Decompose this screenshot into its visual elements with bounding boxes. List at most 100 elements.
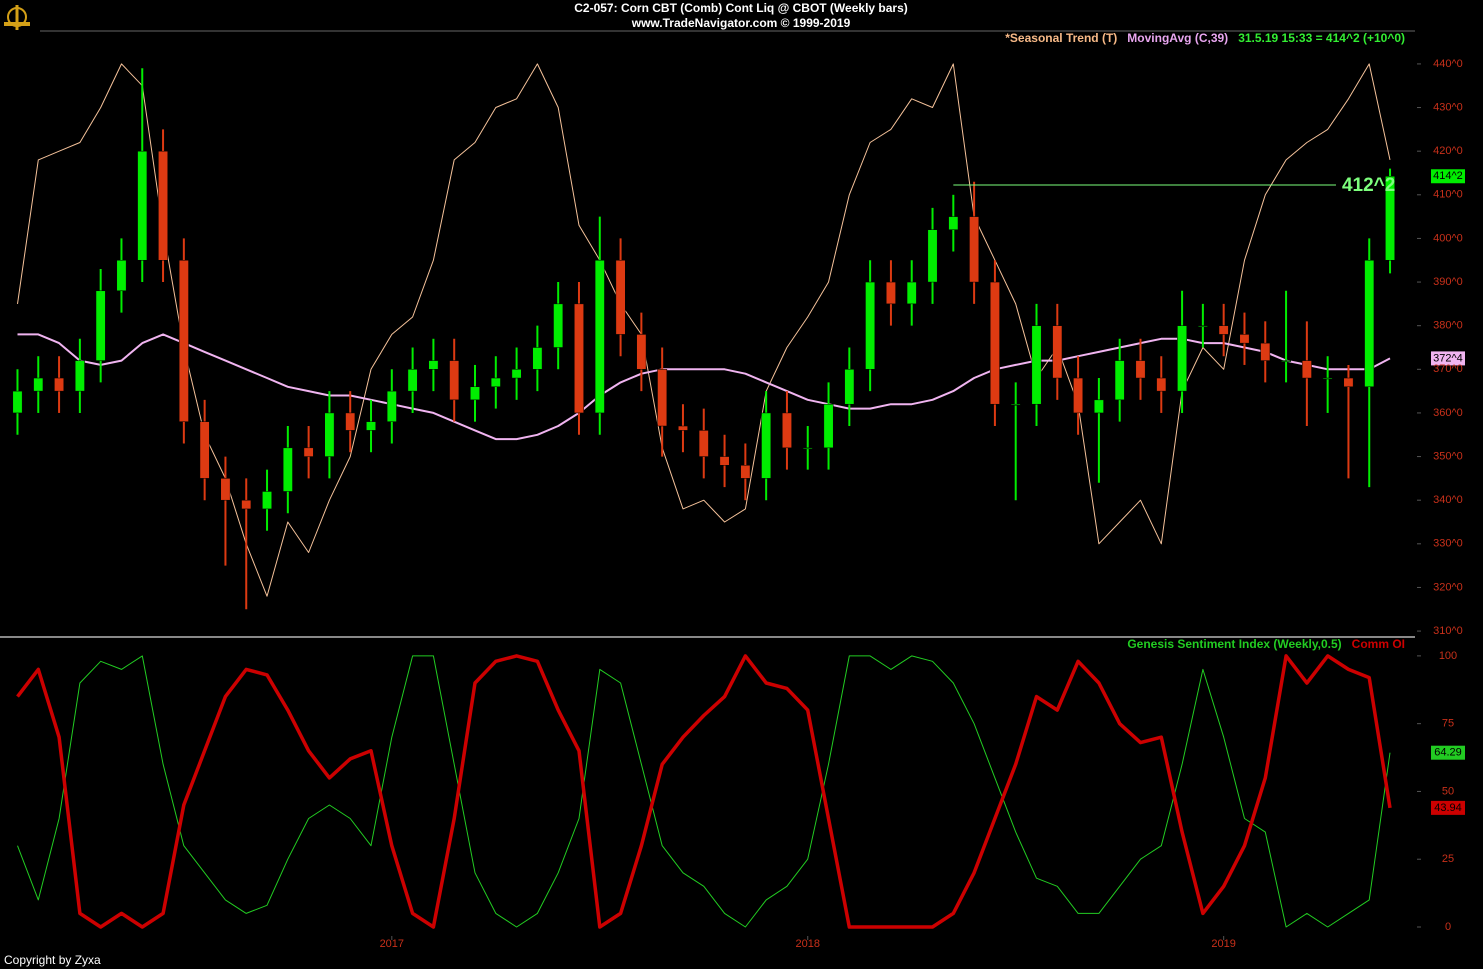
candle-body	[449, 360, 460, 401]
annotation-label: 412^2	[1342, 175, 1395, 196]
y-tick-label: 370^0	[1433, 363, 1463, 375]
x-tick-label: 2019	[1211, 938, 1235, 950]
legend-entry: MovingAvg (C,39)	[1127, 31, 1228, 45]
candle-body	[1239, 334, 1250, 344]
value-label-box	[1431, 800, 1465, 815]
value-label: 64.29	[1434, 747, 1462, 759]
candle-body	[1197, 325, 1208, 327]
candle-body	[532, 347, 543, 370]
candle-body	[1218, 325, 1229, 335]
candle-body	[1281, 360, 1291, 362]
value-label-box	[1431, 169, 1465, 184]
candle-body	[636, 334, 647, 370]
candle-body	[116, 259, 127, 292]
y-tick-label: 400^0	[1433, 232, 1463, 244]
y-tick-label: 75	[1442, 718, 1454, 730]
candle-body	[54, 377, 65, 392]
candle-body	[1322, 377, 1333, 380]
candle-body	[1093, 399, 1104, 414]
candle-body	[345, 412, 356, 431]
candle-body	[137, 150, 148, 261]
y-tick-label: 430^0	[1433, 101, 1463, 113]
candle-body	[615, 259, 626, 335]
candle-body	[927, 229, 938, 283]
candle-body	[1301, 360, 1312, 379]
y-tick-label: 25	[1442, 853, 1454, 865]
value-label: 43.94	[1434, 802, 1462, 814]
y-tick-label: 350^0	[1433, 450, 1463, 462]
candle-body	[948, 216, 959, 230]
legend: *Seasonal Trend (T) MovingAvg (C,39) 31.5.…	[1005, 31, 1405, 45]
candle-body	[1364, 259, 1375, 388]
value-label: 372^4	[1433, 352, 1463, 364]
y-tick-label: 100	[1439, 650, 1457, 662]
candle-body	[1031, 325, 1042, 405]
candle-body	[220, 478, 231, 501]
candle-body	[366, 421, 376, 431]
x-tick-label: 2018	[796, 938, 820, 950]
value-label-box	[1431, 745, 1465, 760]
logo	[4, 5, 30, 30]
legend-entry: 31.5.19 15:33 = 414^2 (+10^0)	[1238, 31, 1405, 45]
y-tick-label: 340^0	[1433, 494, 1463, 506]
candle-body	[12, 390, 23, 414]
candle-body	[241, 499, 252, 510]
chart-subtitle: www.TradeNavigator.com © 1999-2019	[631, 16, 851, 30]
chart-title: C2-057: Corn CBT (Comb) Cont Liq @ CBOT …	[574, 1, 908, 15]
candle-body	[1052, 325, 1063, 379]
series-line	[16, 654, 1392, 929]
y-tick-label: 320^0	[1433, 581, 1463, 593]
candle-body	[303, 447, 314, 457]
candle-body	[1135, 360, 1146, 379]
candle-body	[33, 377, 44, 392]
y-tick-label: 310^0	[1433, 625, 1463, 637]
candle-body	[553, 303, 564, 348]
candle-body	[386, 390, 397, 422]
moving-average-line	[17, 333, 1391, 441]
y-tick-label: 380^0	[1433, 320, 1463, 332]
legend-entry: Genesis Sentiment Index (Weekly,0.5)	[1127, 637, 1341, 651]
value-label: 414^2	[1433, 170, 1463, 182]
candle-body	[802, 447, 813, 450]
y-tick-label: 390^0	[1433, 276, 1463, 288]
candle-body	[199, 421, 210, 479]
candle-body	[594, 259, 605, 414]
candle-body	[1073, 377, 1084, 414]
candle-body	[865, 281, 876, 370]
candle-body	[906, 281, 917, 305]
footer: Copyright by Zyxa	[4, 953, 101, 967]
candle-body	[511, 369, 522, 379]
y-tick-label: 440^0	[1433, 58, 1463, 70]
candle-body	[698, 430, 709, 457]
candle-body	[657, 369, 668, 427]
candle-body	[282, 447, 293, 492]
candle-body	[886, 281, 896, 305]
legend-entry: *Seasonal Trend (T)	[1005, 31, 1117, 45]
candle-body	[761, 412, 772, 479]
candle-body	[74, 360, 85, 392]
candle-body	[989, 281, 1000, 405]
candle-body	[490, 377, 501, 388]
x-tick-label: 2017	[380, 938, 404, 950]
candle-body	[178, 259, 189, 422]
candle-body	[95, 290, 106, 361]
y-tick-label: 420^0	[1433, 145, 1463, 157]
candle-body	[407, 369, 418, 392]
candle-body	[470, 386, 480, 401]
candle-body	[678, 425, 688, 431]
y-tick-label: 360^0	[1433, 407, 1463, 419]
value-label-box	[1431, 351, 1465, 366]
candle-body	[1260, 342, 1271, 361]
y-tick-label: 330^0	[1433, 538, 1463, 550]
candle-body	[1010, 403, 1021, 406]
y-tick-label: 0	[1445, 921, 1451, 933]
candle-body	[740, 465, 751, 479]
legend: Genesis Sentiment Index (Weekly,0.5) Comm…	[1127, 637, 1405, 651]
candle-body	[1385, 176, 1395, 261]
candle-body	[1114, 360, 1125, 401]
candle-body	[844, 369, 855, 405]
candle-body	[782, 412, 792, 449]
candle-body	[969, 216, 980, 283]
